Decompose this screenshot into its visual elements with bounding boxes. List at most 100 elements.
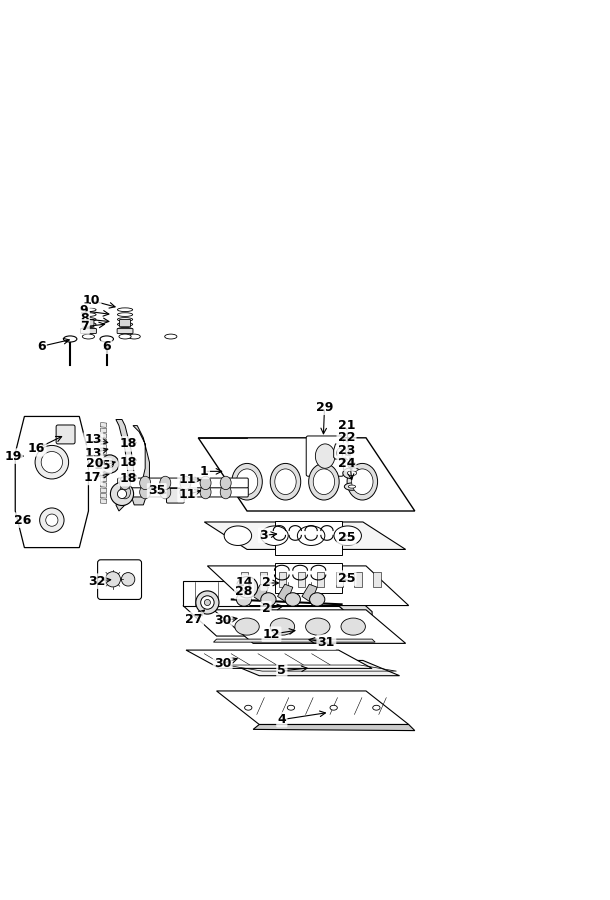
Text: 24: 24 xyxy=(338,457,355,470)
Bar xyxy=(279,572,286,588)
Ellipse shape xyxy=(200,476,211,490)
Ellipse shape xyxy=(285,593,300,607)
Text: 25: 25 xyxy=(338,531,355,544)
Text: 5: 5 xyxy=(278,664,286,678)
Ellipse shape xyxy=(270,464,301,500)
Ellipse shape xyxy=(236,469,257,494)
Text: 23: 23 xyxy=(338,444,355,456)
Text: 20: 20 xyxy=(86,457,103,470)
Bar xyxy=(100,423,107,428)
Text: 8: 8 xyxy=(80,312,88,326)
Text: 4: 4 xyxy=(278,713,286,726)
Text: 35: 35 xyxy=(148,484,165,498)
Ellipse shape xyxy=(232,464,262,500)
FancyBboxPatch shape xyxy=(118,478,248,488)
Polygon shape xyxy=(186,650,372,669)
Text: 13: 13 xyxy=(85,433,102,446)
Bar xyxy=(100,450,107,454)
Bar xyxy=(100,428,107,433)
Ellipse shape xyxy=(40,508,64,533)
Ellipse shape xyxy=(298,526,325,545)
Ellipse shape xyxy=(110,482,134,506)
Ellipse shape xyxy=(120,476,131,490)
Text: 6: 6 xyxy=(37,340,46,353)
Text: 32: 32 xyxy=(88,575,105,588)
Text: 26: 26 xyxy=(15,514,32,526)
Polygon shape xyxy=(183,581,339,606)
Ellipse shape xyxy=(35,446,68,479)
Bar xyxy=(100,455,107,460)
Ellipse shape xyxy=(165,334,177,339)
Ellipse shape xyxy=(119,334,131,339)
Ellipse shape xyxy=(315,444,335,468)
Ellipse shape xyxy=(160,476,171,490)
Ellipse shape xyxy=(140,485,151,499)
Text: 6: 6 xyxy=(102,340,111,353)
Text: 22: 22 xyxy=(338,431,355,445)
Ellipse shape xyxy=(200,485,211,499)
Ellipse shape xyxy=(201,596,214,609)
Text: 3: 3 xyxy=(259,529,268,542)
Text: 18: 18 xyxy=(120,437,137,450)
Ellipse shape xyxy=(220,485,231,499)
Ellipse shape xyxy=(100,336,113,342)
Ellipse shape xyxy=(235,618,259,635)
Ellipse shape xyxy=(373,706,380,710)
Text: 18: 18 xyxy=(120,472,137,485)
Polygon shape xyxy=(253,724,415,731)
Ellipse shape xyxy=(341,618,365,635)
Polygon shape xyxy=(223,661,400,676)
Polygon shape xyxy=(339,581,372,636)
Text: 2: 2 xyxy=(262,602,270,615)
Ellipse shape xyxy=(347,464,378,500)
Ellipse shape xyxy=(196,591,219,614)
Polygon shape xyxy=(183,606,372,636)
Ellipse shape xyxy=(180,476,191,490)
Text: 30: 30 xyxy=(214,615,231,627)
Bar xyxy=(100,445,107,449)
FancyBboxPatch shape xyxy=(81,328,96,334)
Bar xyxy=(100,477,107,482)
Polygon shape xyxy=(302,584,317,602)
Polygon shape xyxy=(116,419,134,511)
FancyBboxPatch shape xyxy=(56,425,75,444)
Bar xyxy=(100,466,107,471)
Ellipse shape xyxy=(106,461,113,468)
Polygon shape xyxy=(198,437,415,511)
Text: 30: 30 xyxy=(214,657,231,670)
Bar xyxy=(354,572,362,588)
Ellipse shape xyxy=(128,334,140,339)
Ellipse shape xyxy=(344,483,360,490)
Text: 12: 12 xyxy=(263,627,280,641)
Polygon shape xyxy=(214,639,375,643)
Text: 10: 10 xyxy=(83,294,100,307)
Text: 31: 31 xyxy=(318,635,335,649)
Ellipse shape xyxy=(120,485,131,499)
Ellipse shape xyxy=(309,464,339,500)
Polygon shape xyxy=(334,444,346,459)
Text: 7: 7 xyxy=(80,320,88,333)
Ellipse shape xyxy=(224,526,251,545)
Ellipse shape xyxy=(309,593,325,607)
Bar xyxy=(100,472,107,476)
Bar xyxy=(100,493,107,498)
Bar xyxy=(260,572,267,588)
Ellipse shape xyxy=(237,593,251,607)
Text: 11: 11 xyxy=(179,488,196,501)
Ellipse shape xyxy=(260,593,276,607)
Ellipse shape xyxy=(41,452,63,472)
FancyBboxPatch shape xyxy=(117,328,133,334)
Bar xyxy=(100,434,107,438)
Ellipse shape xyxy=(121,572,135,586)
Text: 25: 25 xyxy=(338,572,355,585)
Bar xyxy=(274,521,342,555)
FancyBboxPatch shape xyxy=(306,436,343,476)
Polygon shape xyxy=(278,584,293,602)
FancyBboxPatch shape xyxy=(120,320,131,327)
Ellipse shape xyxy=(204,599,210,606)
Bar xyxy=(241,572,248,588)
Text: 9: 9 xyxy=(80,304,88,318)
Ellipse shape xyxy=(243,582,251,592)
Ellipse shape xyxy=(117,490,127,499)
Ellipse shape xyxy=(274,469,296,494)
